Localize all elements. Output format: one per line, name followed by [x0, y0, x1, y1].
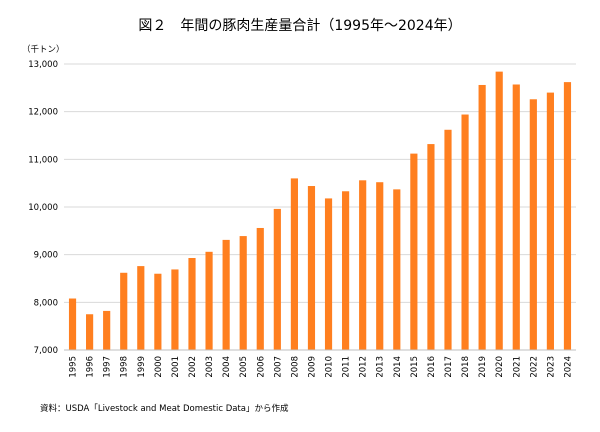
- bar-2021: [512, 84, 520, 350]
- bar-2023: [546, 92, 554, 350]
- x-tick-label: 1997: [103, 356, 113, 378]
- x-tick-label: 2021: [512, 356, 522, 378]
- x-tick-label: 2017: [444, 356, 454, 378]
- bar-2019: [478, 84, 486, 351]
- x-tick-label: 2007: [273, 356, 283, 378]
- x-tick-label: 2008: [290, 356, 300, 378]
- bar-2015: [410, 153, 418, 350]
- x-tick-label: 1996: [86, 356, 96, 378]
- x-tick-label: 2001: [171, 356, 181, 378]
- bar-2018: [461, 114, 469, 350]
- bar-2000: [154, 273, 162, 350]
- x-tick-label: 1995: [69, 356, 79, 378]
- x-tick-label: 2016: [427, 356, 437, 378]
- x-tick-label: 2020: [495, 356, 505, 378]
- bar-2016: [427, 144, 435, 350]
- bar-2017: [444, 129, 452, 350]
- bar-1998: [120, 272, 128, 350]
- bar-2012: [359, 180, 367, 350]
- bar-2024: [563, 82, 572, 350]
- x-tick-label: 2005: [239, 356, 249, 378]
- x-axis-ticks: 1995 1996 1997 1998 1999 2000 2001 2002 2003 2004…: [69, 356, 574, 378]
- y-tick-label: 12,000: [28, 108, 58, 118]
- bar-2010: [324, 198, 333, 350]
- bar-2005: [239, 236, 247, 350]
- x-tick-label: 2009: [307, 356, 317, 378]
- bar-1997: [103, 310, 111, 350]
- bar-2003: [205, 251, 213, 350]
- x-tick-label: 2012: [359, 356, 369, 378]
- x-tick-label: 2004: [222, 356, 232, 378]
- x-tick-label: 1998: [120, 356, 130, 378]
- source-note: 資料：USDA「Livestock and Meat Domestic Data…: [40, 403, 289, 414]
- bar-2004: [222, 239, 230, 350]
- bar-1999: [137, 266, 145, 350]
- y-tick-label: 10,000: [28, 203, 58, 213]
- bar-1996: [86, 314, 94, 350]
- x-tick-label: 1999: [137, 356, 147, 378]
- bar-1995: [68, 298, 77, 350]
- bar-2022: [529, 99, 537, 350]
- bar-2007: [273, 208, 281, 350]
- y-tick-label: 8,000: [34, 298, 58, 308]
- x-tick-label: 2024: [563, 356, 573, 378]
- x-tick-label: 2015: [410, 356, 420, 378]
- x-tick-label: 2002: [188, 356, 198, 378]
- x-tick-label: 2022: [529, 356, 539, 378]
- x-tick-label: 2000: [154, 356, 164, 378]
- y-axis-ticks: 7,000 8,000 9,000 10,000 11,000 12,000 13,000: [28, 60, 58, 356]
- x-tick-label: 2023: [546, 356, 556, 378]
- x-tick-label: 2018: [461, 356, 471, 378]
- y-axis-unit-label: （千トン）: [22, 44, 65, 55]
- bars: [68, 71, 572, 351]
- x-tick-label: 2011: [342, 356, 352, 378]
- y-tick-label: 7,000: [34, 346, 58, 356]
- gridlines: [64, 63, 576, 351]
- x-tick-label: 2010: [325, 356, 335, 378]
- bar-2002: [188, 258, 196, 350]
- bar-2009: [307, 186, 316, 350]
- bar-2008: [290, 178, 298, 350]
- x-tick-label: 2019: [478, 356, 488, 378]
- x-tick-label: 2013: [376, 356, 386, 378]
- y-tick-label: 9,000: [34, 251, 58, 261]
- bar-2011: [342, 191, 350, 350]
- y-tick-label: 13,000: [28, 60, 58, 70]
- bar-2020: [495, 71, 503, 351]
- bar-2014: [393, 189, 401, 350]
- y-tick-label: 11,000: [28, 155, 58, 165]
- bar-2006: [256, 227, 264, 350]
- x-tick-label: 2014: [393, 356, 403, 378]
- x-tick-label: 2003: [205, 356, 215, 378]
- bar-2013: [376, 182, 384, 350]
- chart-title: 図２ 年間の豚肉生産量合計（1995年～2024年）: [138, 18, 461, 34]
- bar-2001: [171, 269, 179, 350]
- x-tick-label: 2006: [256, 356, 266, 378]
